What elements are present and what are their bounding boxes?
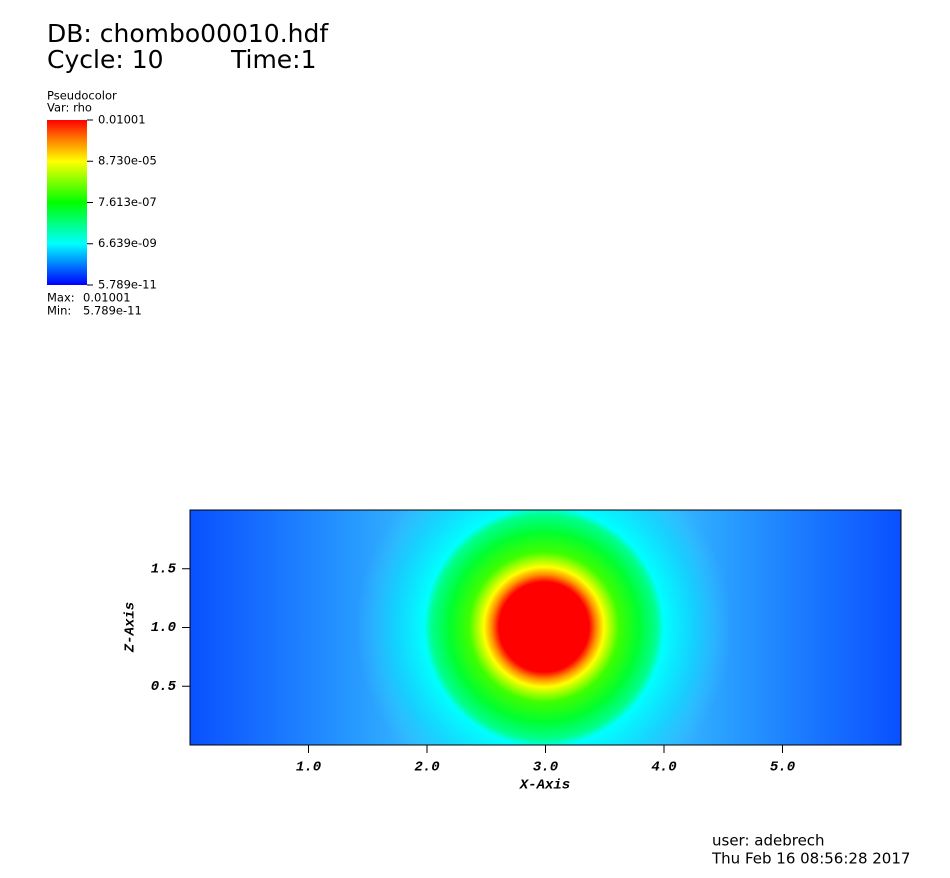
colorbar-tick-label: 8.730e-05 [98,154,157,168]
x-tick-label: 3.0 [533,760,558,776]
colorbar-tick-label: 7.613e-07 [98,195,157,209]
colorbar-tick-label: 0.01001 [98,113,146,127]
colorbar-tick-label: 5.789e-11 [98,278,157,292]
cycle: Cycle: 10 [47,45,164,74]
min-value: 5.789e-11 [83,304,142,318]
legend-variable: Var: rho [47,101,92,115]
max-label: Max: [47,291,75,305]
legend-title: Pseudocolor [47,89,117,103]
x-tick-label: 2.0 [414,760,439,776]
min-label: Min: [47,304,71,318]
field-blob [190,510,901,745]
y-tick-label: 1.0 [151,620,176,636]
colorbar [47,120,87,285]
colorbar-tick-label: 6.639e-09 [98,236,157,250]
date: Thu Feb 16 08:56:28 2017 [711,850,910,868]
x-tick-label: 5.0 [770,760,795,776]
x-tick-label: 4.0 [651,760,676,776]
x-tick-label: 1.0 [296,760,321,776]
field [190,510,901,745]
time: Time:1 [230,45,317,74]
y-tick-label: 0.5 [151,679,177,695]
db-name: DB: chombo00010.hdf [47,19,329,48]
x-axis-label: X-Axis [519,778,570,794]
y-axis-label: Z-Axis [123,602,139,653]
max-value: 0.01001 [83,291,131,305]
y-tick-label: 1.5 [151,561,177,577]
user: user: adebrech [712,832,825,850]
